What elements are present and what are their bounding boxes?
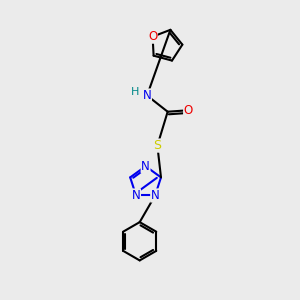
Text: S: S xyxy=(153,139,161,152)
Text: N: N xyxy=(151,189,160,202)
Text: N: N xyxy=(132,189,140,202)
Text: N: N xyxy=(141,160,150,173)
Text: N: N xyxy=(143,89,152,102)
Text: H: H xyxy=(130,87,139,97)
Text: O: O xyxy=(148,30,157,43)
Text: O: O xyxy=(184,104,193,117)
